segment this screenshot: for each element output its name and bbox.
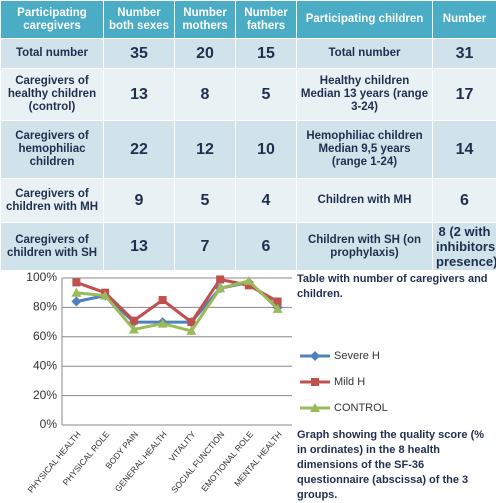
header-cell: Number — [433, 1, 496, 39]
graph-caption: Graph showing the quality score (% in or… — [297, 428, 495, 503]
table-cell: 8 — [175, 69, 236, 121]
table-cell: 12 — [175, 121, 236, 179]
table-cell: 5 — [175, 179, 236, 223]
marker — [71, 297, 81, 307]
x-tick-label: GENERAL HEALTH — [113, 429, 169, 493]
header-cell: Number both sexes — [104, 1, 175, 39]
y-tick-label: 0% — [40, 417, 58, 431]
table-cell: 6 — [433, 179, 496, 223]
table-cell: 13 — [104, 223, 175, 271]
table-cell: Caregivers of children with MH — [1, 179, 104, 223]
table-cell: 22 — [104, 121, 175, 179]
marker — [310, 351, 320, 361]
table-cell: Healthy children Median 13 years (range … — [297, 69, 433, 121]
table-row: Caregivers of healthy children (control)… — [1, 69, 496, 121]
table-cell: 6 — [236, 223, 297, 271]
x-tick-label: EMOTIONAL ROLE — [199, 429, 255, 493]
table-cell: Caregivers of hemophiliac children — [1, 121, 104, 179]
series — [71, 276, 282, 335]
header-cell: Participating children — [297, 1, 433, 39]
table-cell: 5 — [236, 69, 297, 121]
y-tick-label: 60% — [33, 329, 57, 343]
table-caption: Table with number of caregivers and chil… — [297, 272, 492, 302]
legend-label: CONTROL — [334, 402, 388, 414]
header-cell: Participating caregivers — [1, 1, 104, 39]
legend-label: Mild H — [334, 376, 365, 388]
table-cell: 31 — [433, 39, 496, 69]
marker — [159, 296, 167, 304]
table-cell: Caregivers of healthy children (control) — [1, 69, 104, 121]
table-cell: 13 — [104, 69, 175, 121]
marker — [311, 378, 319, 386]
header-cell: Number mothers — [175, 1, 236, 39]
table-cell: 4 — [236, 179, 297, 223]
x-tick-label: SOCIAL FUNCTION — [169, 429, 226, 495]
y-tick-label: 40% — [33, 358, 57, 372]
table-cell: Total number — [1, 39, 104, 69]
table-cell: 8 (2 with inhibitors presence) — [433, 223, 496, 271]
marker — [72, 278, 80, 286]
table-cell: Children with MH — [297, 179, 433, 223]
table-cell: Children with SH (on prophylaxis) — [297, 223, 433, 271]
y-tick-label: 100% — [26, 270, 57, 284]
y-tick-label: 20% — [33, 388, 57, 402]
table-cell: 15 — [236, 39, 297, 69]
table-cell: 10 — [236, 121, 297, 179]
header-cell: Number fathers — [236, 1, 297, 39]
marker — [216, 275, 224, 283]
table-cell: 35 — [104, 39, 175, 69]
table-cell: 9 — [104, 179, 175, 223]
legend-label: Severe H — [334, 350, 380, 362]
marker — [130, 317, 138, 325]
table-cell: 20 — [175, 39, 236, 69]
table-cell: 17 — [433, 69, 496, 121]
table-cell: Total number — [297, 39, 433, 69]
table-cell: 7 — [175, 223, 236, 271]
table-cell: Caregivers of children with SH — [1, 223, 104, 271]
y-tick-label: 80% — [33, 300, 57, 314]
table-cell: Hemophiliac children Median 9,5 years (r… — [297, 121, 433, 179]
x-tick-label: PHYSICAL HEALTH — [25, 429, 82, 494]
table-cell: 14 — [433, 121, 496, 179]
